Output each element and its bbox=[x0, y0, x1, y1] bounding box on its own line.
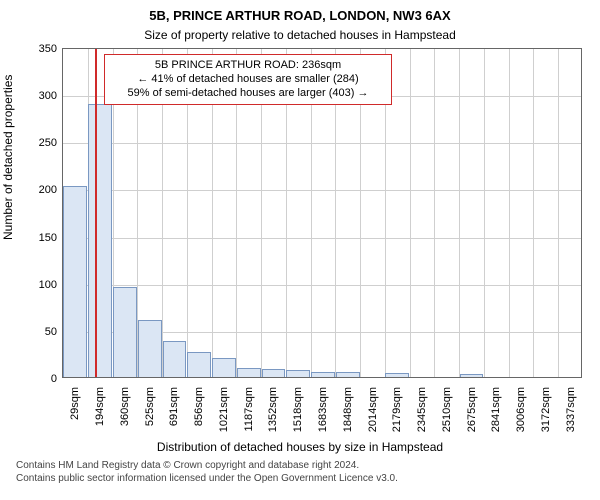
histogram-bar bbox=[113, 287, 137, 377]
gridline-v bbox=[558, 49, 559, 377]
x-tick-label: 1187sqm bbox=[243, 383, 255, 431]
gridline-h bbox=[63, 143, 581, 144]
gridline-v bbox=[410, 49, 411, 377]
x-tick-label: 1352sqm bbox=[267, 383, 279, 432]
x-tick-label: 691sqm bbox=[168, 383, 180, 426]
histogram-bar bbox=[212, 358, 236, 377]
property-marker-line bbox=[95, 49, 97, 377]
gridline-v bbox=[434, 49, 435, 377]
x-tick-label: 360sqm bbox=[119, 383, 131, 426]
histogram-bar bbox=[63, 186, 87, 377]
x-tick-label: 194sqm bbox=[94, 383, 106, 426]
x-tick-label: 856sqm bbox=[193, 383, 205, 426]
y-tick-label: 250 bbox=[39, 137, 63, 149]
x-axis-label: Distribution of detached houses by size … bbox=[0, 440, 600, 454]
histogram-bar bbox=[311, 372, 335, 377]
marker-annotation-box: 5B PRINCE ARTHUR ROAD: 236sqm← 41% of de… bbox=[104, 54, 392, 105]
gridline-h bbox=[63, 285, 581, 286]
y-tick-label: 200 bbox=[39, 184, 63, 196]
histogram-bar bbox=[286, 370, 310, 377]
histogram-bar bbox=[385, 373, 409, 377]
x-tick-label: 2841sqm bbox=[490, 383, 502, 432]
gridline-v bbox=[509, 49, 510, 377]
x-tick-label: 2345sqm bbox=[416, 383, 428, 432]
annotation-line: 5B PRINCE ARTHUR ROAD: 236sqm bbox=[109, 59, 387, 73]
histogram-bar bbox=[336, 372, 360, 377]
x-tick-label: 1518sqm bbox=[292, 383, 304, 432]
annotation-line: ← 41% of detached houses are smaller (28… bbox=[109, 73, 387, 87]
chart-title-line1: 5B, PRINCE ARTHUR ROAD, LONDON, NW3 6AX bbox=[0, 8, 600, 23]
x-tick-label: 3172sqm bbox=[540, 383, 552, 432]
y-axis-label: Number of detached properties bbox=[1, 75, 15, 240]
gridline-h bbox=[63, 238, 581, 239]
gridline-h bbox=[63, 190, 581, 191]
x-tick-label: 1021sqm bbox=[218, 383, 230, 432]
x-tick-label: 2179sqm bbox=[391, 383, 403, 432]
x-tick-label: 1848sqm bbox=[342, 383, 354, 432]
x-tick-label: 2510sqm bbox=[441, 383, 453, 432]
histogram-bar bbox=[262, 369, 286, 377]
gridline-v bbox=[484, 49, 485, 377]
annotation-line: 59% of semi-detached houses are larger (… bbox=[109, 87, 387, 101]
histogram-bar bbox=[88, 104, 112, 377]
y-tick-label: 350 bbox=[39, 43, 63, 55]
histogram-bar bbox=[163, 341, 187, 377]
x-tick-label: 2675sqm bbox=[466, 383, 478, 432]
y-tick-label: 0 bbox=[51, 373, 63, 385]
x-tick-label: 29sqm bbox=[69, 383, 81, 420]
footer-attribution: Contains HM Land Registry data © Crown c… bbox=[16, 460, 398, 485]
gridline-v bbox=[533, 49, 534, 377]
x-tick-label: 1683sqm bbox=[317, 383, 329, 432]
gridline-v bbox=[459, 49, 460, 377]
chart-container: { "chart": { "type": "histogram", "title… bbox=[0, 0, 600, 500]
footer-line: Contains public sector information licen… bbox=[16, 473, 398, 486]
footer-line: Contains HM Land Registry data © Crown c… bbox=[16, 460, 398, 473]
x-tick-label: 3006sqm bbox=[515, 383, 527, 432]
histogram-bar bbox=[460, 374, 484, 377]
x-tick-label: 2014sqm bbox=[367, 383, 379, 432]
y-tick-label: 100 bbox=[39, 279, 63, 291]
x-tick-label: 3337sqm bbox=[565, 383, 577, 432]
y-tick-label: 300 bbox=[39, 90, 63, 102]
histogram-bar bbox=[187, 352, 211, 377]
chart-title-line2: Size of property relative to detached ho… bbox=[0, 28, 600, 42]
histogram-bar bbox=[237, 368, 261, 377]
y-tick-label: 50 bbox=[45, 326, 63, 338]
histogram-bar bbox=[138, 320, 162, 377]
x-tick-label: 525sqm bbox=[144, 383, 156, 426]
y-tick-label: 150 bbox=[39, 232, 63, 244]
